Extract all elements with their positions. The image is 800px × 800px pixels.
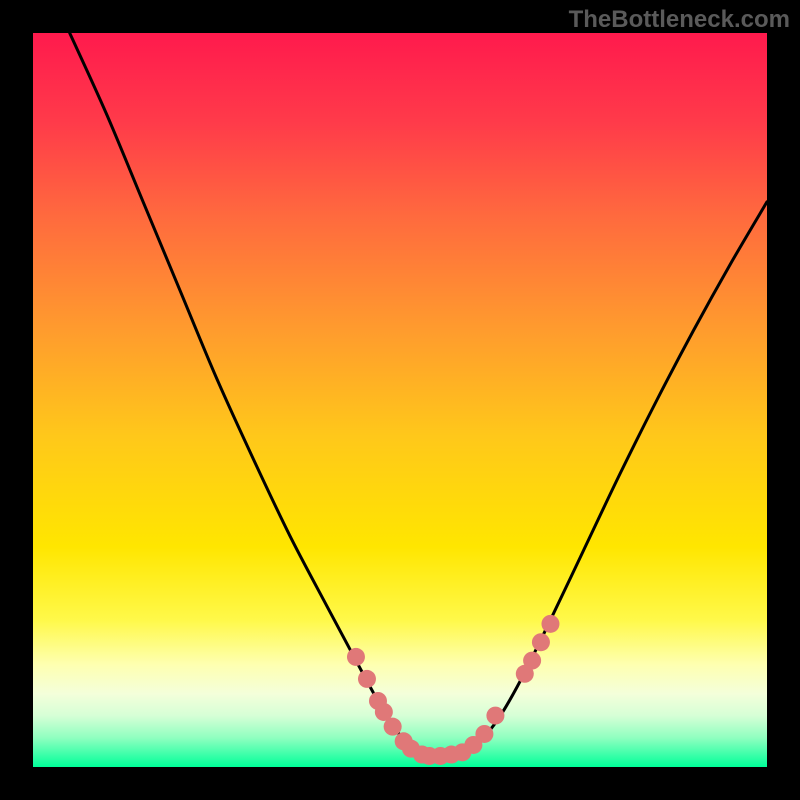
plot-svg (33, 33, 767, 767)
curve-marker (486, 707, 504, 725)
curve-marker (347, 648, 365, 666)
plot-area (33, 33, 767, 767)
watermark-text: TheBottleneck.com (569, 6, 790, 34)
curve-marker (358, 670, 376, 688)
curve-marker (523, 652, 541, 670)
chart-frame: TheBottleneck.com (0, 0, 800, 800)
curve-marker (475, 725, 493, 743)
curve-marker (532, 633, 550, 651)
curve-marker (541, 615, 559, 633)
curve-marker (384, 718, 402, 736)
